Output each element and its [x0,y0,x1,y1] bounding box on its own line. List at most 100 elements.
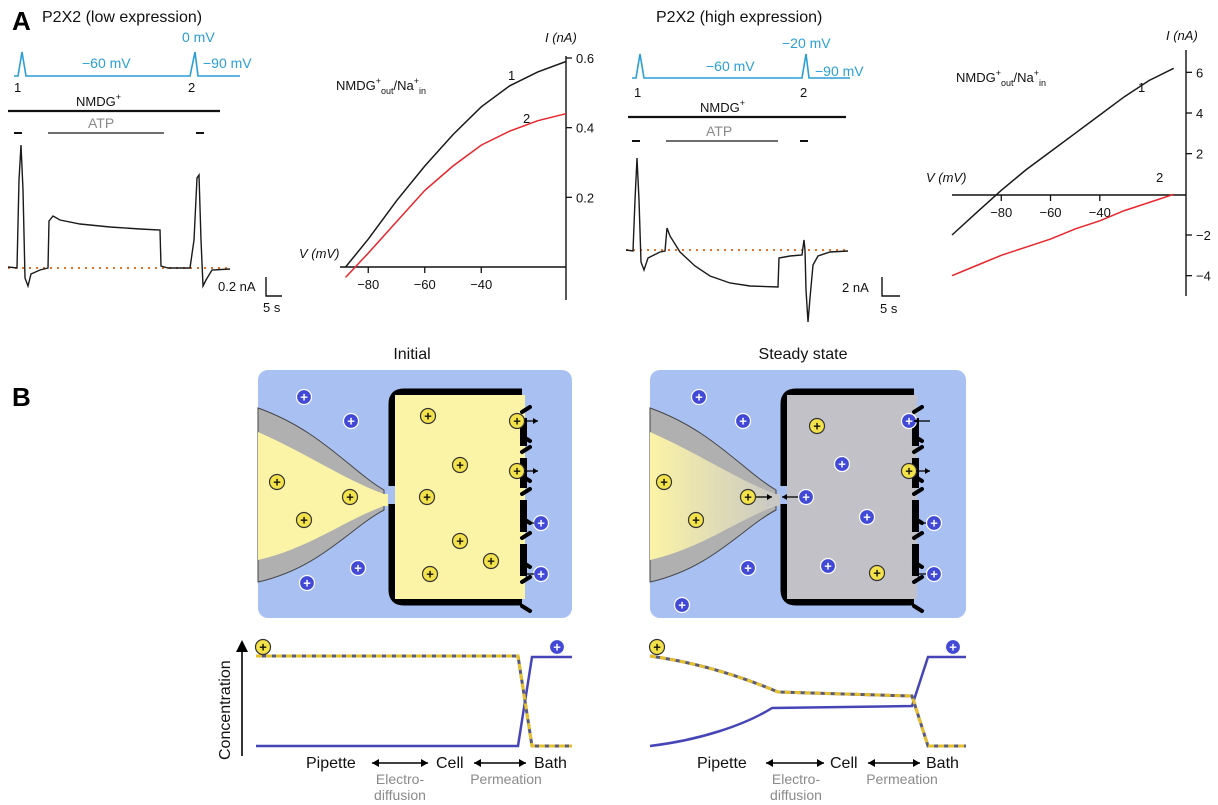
cell-bath-cation: + [858,508,876,526]
iv-high-y-tick-label: −4 [1196,269,1211,284]
profile-bath-ion-key: + [548,638,566,656]
iv-low-y-tick-label: 0.4 [576,121,594,136]
svg-text:+: + [813,419,821,434]
iv-high-plot: NMDG+out/Na+in I (nA) V (mV) 6 4 2 −2 −4 −80 −… [926,28,1211,296]
steady-label-diffusion: diffusion [770,787,822,803]
svg-text:+: + [744,490,752,505]
svg-text:+: + [456,458,464,473]
influxing-cation: + [925,565,943,583]
cell-cation: + [868,564,886,582]
flux-arrowhead [914,571,919,577]
svg-text:+: + [259,640,267,655]
svg-text:+: + [838,457,846,472]
svg-text:+: + [739,414,747,429]
high-expression-panel: P2X2 (high expression) −20 mV −60 mV −90… [625,9,900,323]
svg-text:+: + [930,516,938,531]
panel-a-label: A [12,6,31,36]
profile-cell-ion-key: + [254,638,272,656]
low-ramp-1-label: 1 [14,80,21,95]
svg-text:+: + [930,567,938,582]
flux-arrowhead [522,571,527,577]
initial-label-cell: Cell [436,755,464,772]
iv-high-curve-label-1: 1 [1138,80,1145,95]
flux-arrowhead [914,418,919,424]
effluxing-cation: + [900,462,918,480]
svg-text:+: + [303,576,311,591]
low-scale-current: 0.2 nA [218,279,256,294]
high-expression-title: P2X2 (high expression) [656,9,822,26]
iv-low-x-label: V (mV) [299,246,339,261]
iv-low-legend: NMDG+out/Na+in [336,76,426,96]
high-hold-voltage: −60 mV [706,58,755,74]
iv-low-series-1 [345,60,567,268]
svg-text:+: + [354,561,362,576]
channel-lip [520,575,532,613]
steady-arrowheads-electrodiffusion [766,759,824,767]
cell-bath-cation: + [819,557,837,575]
channel-segment [912,500,919,532]
iv-low-curve-label-2: 2 [523,111,530,126]
iv-high-x-label: V (mV) [926,170,966,185]
bath-cation: + [734,412,752,430]
svg-text:+: + [513,414,521,429]
low-expression-title: P2X2 (low expression) [42,9,202,26]
cell-cation: + [421,565,439,583]
iv-high-x-tick-label: −40 [1089,205,1111,220]
high-end-voltage: −90 mV [815,63,864,79]
iv-high-x-tick-label: −80 [990,205,1012,220]
channel-lip [912,575,924,613]
svg-text:+: + [553,640,561,655]
iv-low-x-tick-label: −40 [470,277,492,292]
initial-pipette-tip [374,494,388,506]
svg-text:+: + [660,475,668,490]
low-hold-voltage: −60 mV [82,55,131,71]
iv-high-y-tick-label: −2 [1196,228,1211,243]
initial-label-pipette: Pipette [306,755,356,772]
low-step-voltage: 0 mV [182,29,215,45]
high-current-trace [625,157,849,323]
iv-high-y-tick-label: 4 [1196,106,1203,121]
flux-arrowhead [782,494,787,500]
iv-high-curve-label-2: 2 [1156,170,1163,185]
channel-segment [912,544,919,576]
iv-low-x-tick-label: −60 [414,277,436,292]
low-ramp-2-label: 2 [188,80,195,95]
low-current-trace [7,144,231,289]
initial-pipette-lumen [258,432,384,560]
iv-low-series-2 [345,112,567,278]
low-scale-time: 5 s [263,300,281,315]
channel-segment [912,418,919,446]
cell-bath-cation: + [833,455,851,473]
iv-high-series-1 [951,67,1175,236]
initial-conc-arrowhead [236,640,248,652]
initial-diagram: Initial + + + + + + + + + + + + + + + + + [257,346,572,618]
effluxing-cation: + [508,462,526,480]
initial-label-diffusion: diffusion [374,787,426,803]
bath-cation: + [342,412,360,430]
svg-text:+: + [424,409,432,424]
high-scale-time: 5 s [880,301,898,316]
cell-cation: + [268,473,286,491]
high-atp-label: ATP [706,123,732,139]
steady-title: Steady state [759,346,848,363]
svg-text:+: + [300,390,308,405]
initial-cell-ion-profile-base [256,654,572,748]
iv-low-y-tick-label: 0.2 [576,190,594,205]
high-step-voltage: −20 mV [782,35,831,51]
iv-high-y-label: I (nA) [1166,28,1198,43]
low-end-voltage: −90 mV [203,55,252,71]
iv-low-y-tick-label: 0.6 [576,51,594,66]
high-nmdg-label: NMDG+ [700,98,745,115]
steady-pipette-lumen [650,432,776,560]
influxing-cation: + [925,514,943,532]
iv-high-y-tick-label: 6 [1196,65,1203,80]
steady-label-electro: Electro- [772,771,821,787]
svg-text:+: + [802,490,810,505]
cell-cation: + [295,511,313,529]
bath-cation: + [739,559,757,577]
panel-b-label: B [12,382,31,412]
initial-concentration-profile: Concentration + + Pipette Cell Bath Elect… [217,638,572,803]
steady-diagram: Steady state + + + + + + + + + + + + + + + + + [649,346,966,618]
cell-cation: + [341,488,359,506]
